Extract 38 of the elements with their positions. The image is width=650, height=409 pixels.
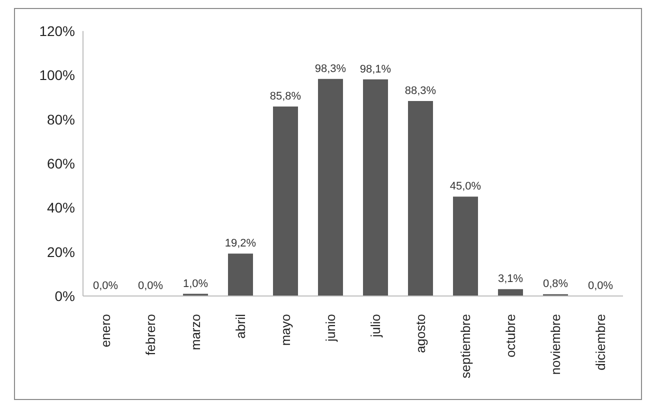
y-tick-label: 20% (46, 244, 75, 260)
x-tick-label: febrero (143, 314, 158, 356)
x-tick-label: mayo (278, 314, 293, 346)
y-tick-label: 100% (39, 67, 75, 84)
data-label: 98,3% (314, 62, 346, 75)
x-tick-label: noviembre (548, 314, 563, 375)
x-tick-label: agosto (413, 314, 428, 354)
x-tick-label: enero (98, 314, 113, 348)
x-tick-label: diciembre (593, 314, 608, 370)
data-label: 0,0% (92, 280, 118, 292)
x-tick-label: junio (323, 314, 338, 342)
y-tick-label: 0% (54, 288, 75, 304)
bar (273, 106, 298, 296)
bar (318, 78, 343, 296)
y-tick-label: 60% (46, 155, 75, 172)
x-tick-label: septiembre (458, 314, 473, 378)
x-tick-label: julio (368, 314, 383, 338)
x-tick-label: octubre (503, 314, 518, 358)
x-tick-label: abril (233, 314, 248, 339)
bar (363, 79, 388, 296)
y-tick-label: 120% (39, 22, 75, 39)
data-label: 0,0% (588, 280, 614, 292)
data-label: 0,8% (542, 278, 568, 290)
data-label: 19,2% (224, 238, 256, 250)
bar (498, 289, 523, 296)
bar (408, 101, 433, 296)
data-label: 45,0% (450, 180, 482, 193)
bar (453, 196, 478, 296)
y-tick-label: 40% (46, 200, 75, 216)
data-label: 88,3% (404, 85, 436, 98)
data-label: 0,0% (138, 280, 164, 292)
data-label: 3,1% (498, 273, 524, 286)
y-tick-label: 80% (46, 111, 75, 128)
bar (228, 254, 253, 296)
data-label: 98,1% (360, 63, 392, 76)
data-label: 85,8% (270, 90, 302, 103)
x-tick-label: marzo (188, 314, 203, 350)
data-label: 1,0% (182, 278, 208, 290)
